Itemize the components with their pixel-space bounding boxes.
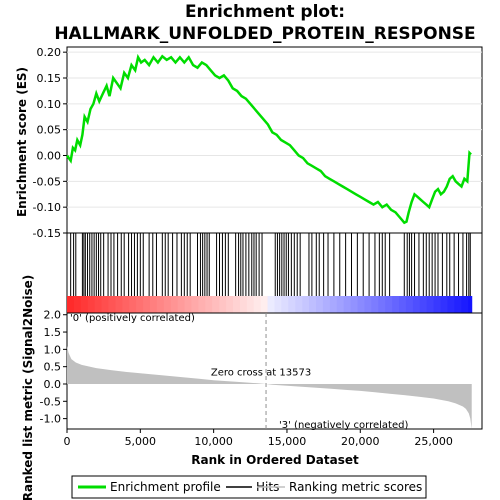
heatmap-cell (336, 296, 345, 313)
heatmap-cell (343, 296, 352, 313)
heatmap-cell (80, 296, 89, 313)
heatmap-cell (350, 296, 358, 313)
zero-cross-label: Zero cross at 13573 (211, 367, 311, 378)
heatmap-cell (357, 296, 365, 313)
es-ytick-label: 0.00 (37, 150, 62, 163)
heatmap-cell (295, 296, 303, 313)
es-ytick-label: -0.05 (33, 175, 61, 188)
heatmap-cell (219, 296, 227, 313)
negative-correlation-label: '3' (negatively correlated) (279, 420, 408, 431)
metric-ylabel: Ranked list metric (Signal2Noise) (21, 275, 35, 500)
metric-ytick-label: 2.0 (44, 309, 62, 322)
heatmap-cell (101, 296, 109, 313)
x-tick-label: 25,000 (414, 435, 453, 448)
heatmap-cell (260, 296, 269, 313)
es-ytick-label: -0.10 (33, 201, 61, 214)
heatmap-cell (316, 296, 324, 313)
x-axis-label: Rank in Ordered Dataset (191, 453, 359, 467)
heatmap-cell (392, 296, 400, 313)
x-tick-label: 0 (64, 435, 71, 448)
heatmap-cell (226, 296, 234, 313)
heatmap-cell (309, 296, 317, 313)
heatmap-cell (108, 296, 116, 313)
heatmap-cell (405, 296, 414, 313)
es-ytick-label: 0.20 (37, 46, 62, 59)
heatmap-cell (364, 296, 372, 313)
heatmap-cell (239, 296, 248, 313)
heatmap-cell (378, 296, 386, 313)
es-ytick-label: 0.10 (37, 98, 62, 111)
heatmap-cell (419, 296, 428, 313)
metric-ytick-label: 0.5 (44, 361, 62, 374)
es-ylabel: Enrichment score (ES) (15, 67, 29, 217)
legend-label: Ranking metric scores (289, 480, 422, 494)
heatmap-cell (447, 296, 455, 313)
x-tick-label: 20,000 (341, 435, 380, 448)
metric-ytick-label: 1.5 (44, 326, 62, 339)
es-ytick-label: 0.15 (37, 72, 62, 85)
heatmap-cell (122, 296, 130, 313)
x-tick-label: 5,000 (125, 435, 157, 448)
heatmap-cell (170, 296, 179, 313)
heatmap-cell (253, 296, 262, 313)
enrichment-profile-line (65, 53, 472, 225)
heatmap-cell (136, 296, 144, 313)
heatmap-cell (461, 296, 469, 313)
heatmap-cell (184, 296, 192, 313)
x-tick-label: 15,000 (268, 435, 307, 448)
chart-title-line1: Enrichment plot: (185, 2, 345, 22)
heatmap-cell (163, 296, 172, 313)
heatmap-cell (371, 296, 379, 313)
chart-title-line2: HALLMARK_UNFOLDED_PROTEIN_RESPONSE (54, 24, 475, 44)
heatmap-cell (426, 296, 435, 313)
heatmap-cell (73, 296, 82, 313)
heatmap-cell (412, 296, 421, 313)
es-ytick-label: 0.05 (37, 124, 62, 137)
heatmap-cell (329, 296, 338, 313)
heatmap-cell (212, 296, 220, 313)
heatmap-cell (281, 296, 289, 313)
ranking-metric-area (67, 345, 472, 429)
heatmap-cell (288, 296, 296, 313)
heatmap-cell (115, 296, 123, 313)
positive-correlation-label: '0' (positively correlated) (70, 313, 195, 324)
heatmap-cell (302, 296, 310, 313)
heatmap-cell (468, 296, 473, 313)
heatmap-cell (67, 296, 75, 313)
metric-ytick-label: -1.0 (40, 413, 61, 426)
heatmap-cell (322, 296, 331, 313)
heatmap-cell (129, 296, 137, 313)
heatmap-cell (177, 296, 186, 313)
metric-ytick-label: 1.0 (44, 343, 62, 356)
heatmap-cell (246, 296, 255, 313)
x-tick-label: 10,000 (194, 435, 233, 448)
heatmap-cell (274, 296, 282, 313)
heatmap-cell (399, 296, 407, 313)
heatmap-cell (143, 296, 151, 313)
heatmap-cell (94, 296, 103, 313)
heatmap-cell (440, 296, 448, 313)
heatmap-cell (205, 296, 213, 313)
heatmap-cell (385, 296, 393, 313)
metric-ytick-label: -0.5 (40, 395, 61, 408)
heatmap-cell (267, 296, 275, 313)
metric-ytick-label: 0.0 (44, 378, 62, 391)
heatmap-cell (191, 296, 199, 313)
heatmap-cell (87, 296, 96, 313)
heatmap-cell (150, 296, 158, 313)
heatmap-cell (454, 296, 462, 313)
legend-label: Enrichment profile (110, 480, 221, 494)
es-ytick-label: -0.15 (33, 227, 61, 240)
heatmap-cell (198, 296, 206, 313)
heatmap-cell (233, 296, 241, 313)
heatmap-cell (433, 296, 441, 313)
heatmap-cell (156, 296, 165, 313)
